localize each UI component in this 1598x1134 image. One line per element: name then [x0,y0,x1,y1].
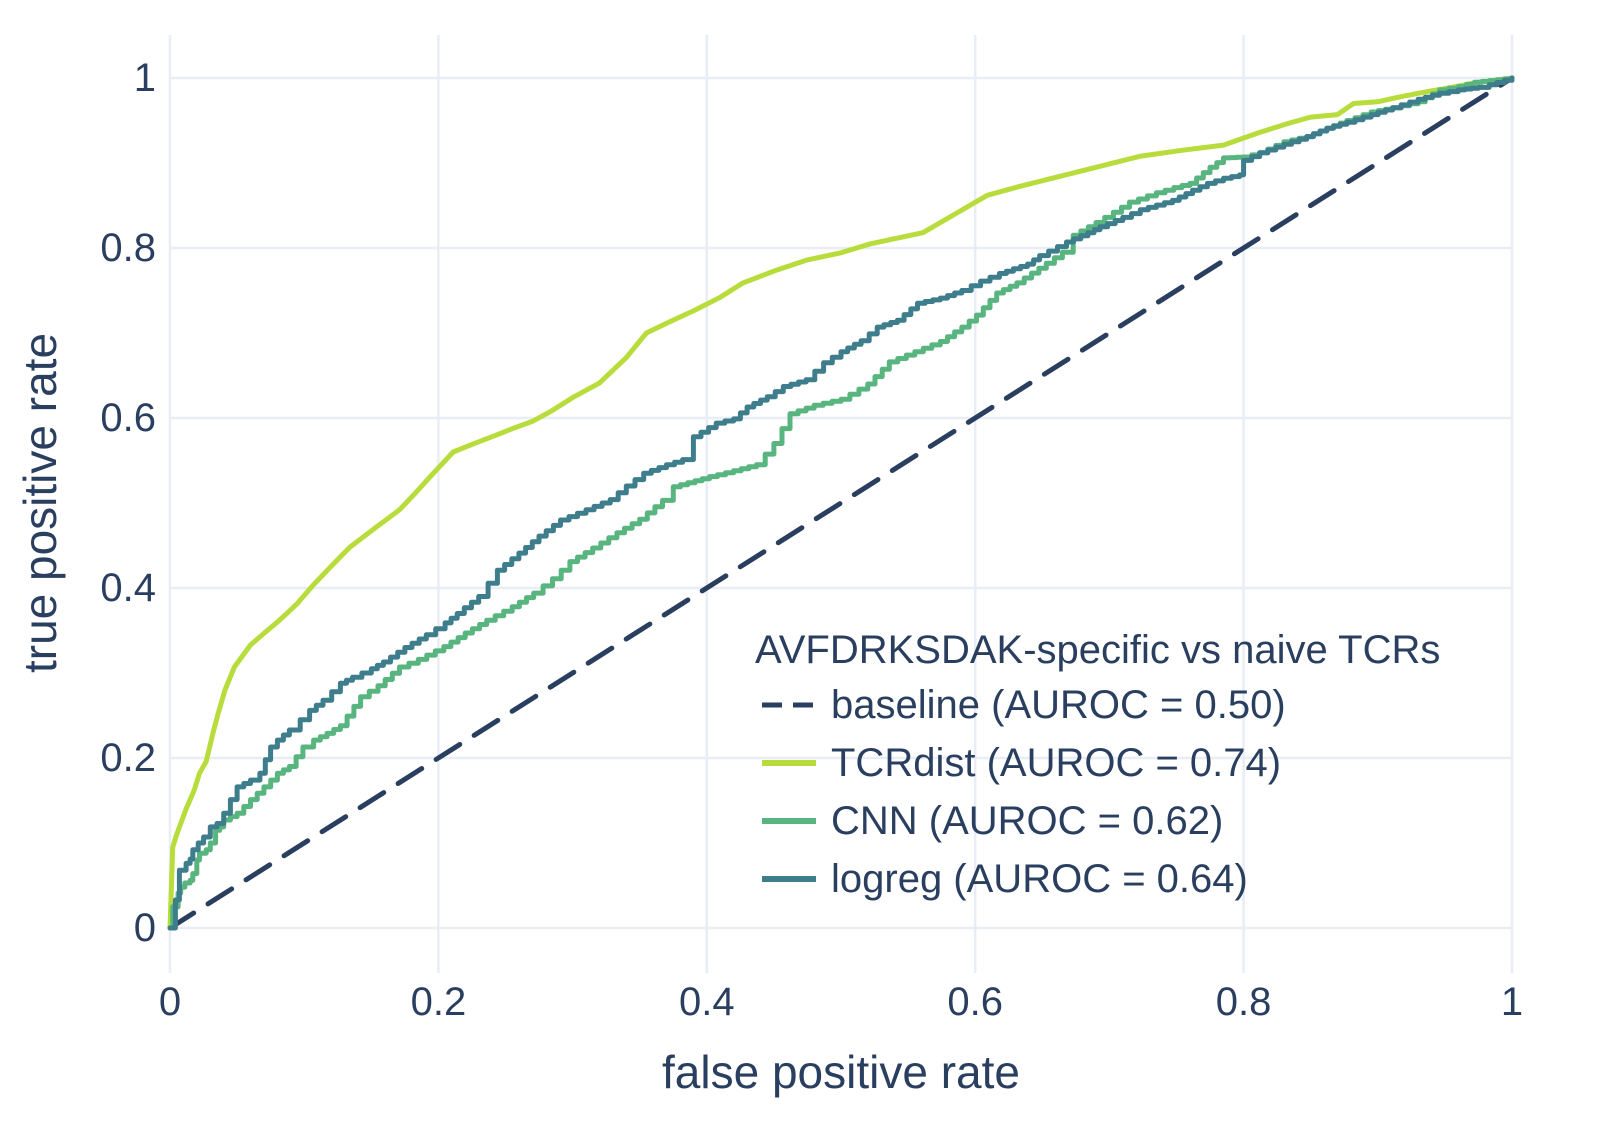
x-tick-label: 0.4 [678,980,735,1024]
x-tick-label: 0.2 [410,980,467,1024]
y-tick-label: 0.2 [100,736,156,780]
legend-item-baseline: baseline (AUROC = 0.50) [760,676,1440,734]
y-tick-label: 0.4 [100,566,156,610]
legend-label-baseline: baseline (AUROC = 0.50) [831,682,1286,727]
logreg-line-swatch [762,876,816,882]
x-tick-label: 0.6 [947,980,1003,1024]
y-axis-title: true positive rate [14,332,66,674]
tcrdist-line-swatch [762,760,816,766]
x-tick-label: 1 [1500,980,1524,1024]
x-tick-label: 0 [158,980,182,1024]
cnn-line-swatch [762,818,816,824]
legend-label-tcrdist: TCRdist (AUROC = 0.74) [831,740,1282,785]
legend-item-cnn: CNN (AUROC = 0.62) [760,792,1440,850]
legend-label-cnn: CNN (AUROC = 0.62) [831,798,1224,843]
roc-curve-logreg [167,75,1515,931]
roc-curve-baseline [167,75,1515,931]
baseline-dashed-line-swatch [762,702,816,708]
roc-curve-TCRdist [167,75,1515,931]
x-tick-label: 0.8 [1215,980,1272,1024]
x-axis-title: false positive rate [662,1046,1020,1098]
y-tick-label: 0.8 [100,226,156,270]
y-tick-label: 0.6 [100,396,156,440]
y-tick-label: 1 [133,56,156,100]
legend: AVFDRKSDAK-specific vs naive TCRs baseli… [735,624,1440,908]
legend-title: AVFDRKSDAK-specific vs naive TCRs [755,628,1441,672]
y-tick-label: 0 [133,906,156,950]
legend-item-tcrdist: TCRdist (AUROC = 0.74) [760,734,1440,792]
legend-item-logreg: logreg (AUROC = 0.64) [760,850,1440,908]
legend-label-logreg: logreg (AUROC = 0.64) [831,856,1248,901]
